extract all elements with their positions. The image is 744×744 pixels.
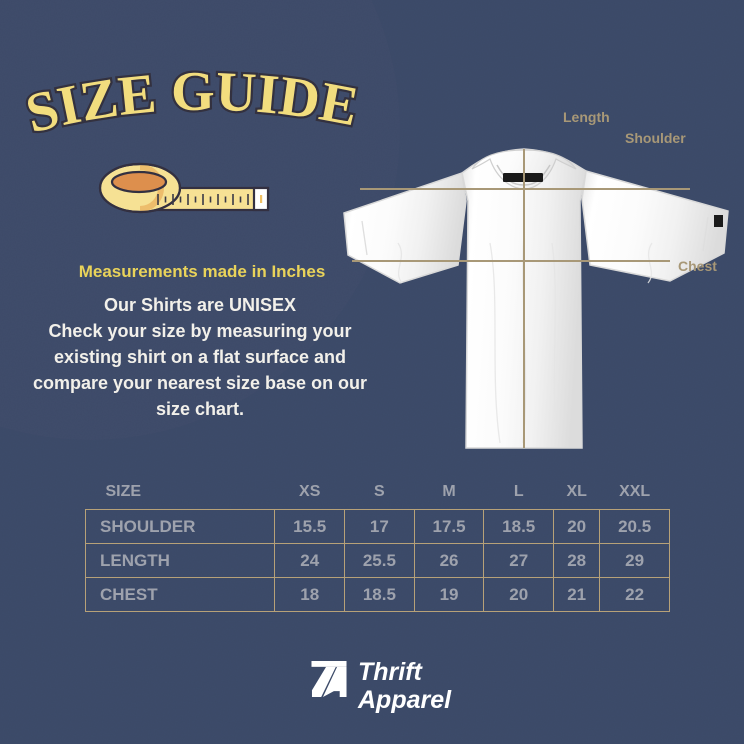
svg-text:SIZE GUIDE: SIZE GUIDE [20, 61, 363, 146]
